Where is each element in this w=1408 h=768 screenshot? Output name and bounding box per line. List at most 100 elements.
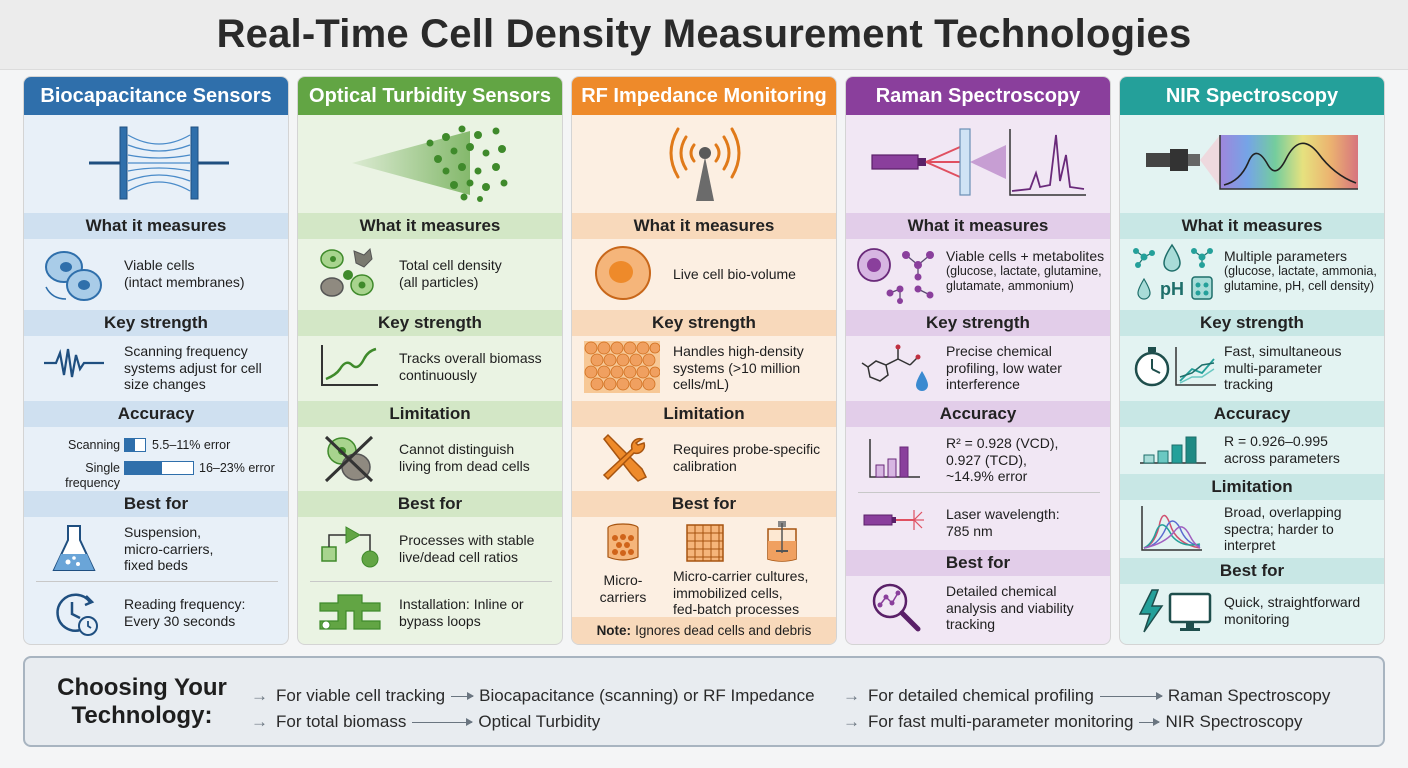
flask-icon xyxy=(52,525,96,571)
microcarrier-jar-icon xyxy=(607,523,639,561)
laser-pointer-icon xyxy=(863,510,924,530)
page-title: Real-Time Cell Density Measurement Techn… xyxy=(216,12,1192,56)
strength-text-line: interference xyxy=(946,376,1020,392)
long-arrow-icon xyxy=(451,691,475,700)
long-arrow-icon xyxy=(412,717,474,726)
section-what-it-measures: What it measures xyxy=(846,213,1110,239)
scanning-error-bar xyxy=(124,438,146,452)
best-text-line: live/dead cell ratios xyxy=(399,548,519,565)
light-beam-particles-icon xyxy=(352,125,508,202)
accuracy-text-line: 0.927 (TCD), xyxy=(946,451,1027,468)
title-bar: Real-Time Cell Density Measurement Techn… xyxy=(0,0,1408,70)
strength-text-line: Scanning frequency xyxy=(124,343,248,359)
stopwatch-chart-icon xyxy=(1134,347,1216,387)
choice-need: For detailed chemical profiling xyxy=(868,686,1094,705)
section-accuracy: Accuracy xyxy=(846,401,1110,427)
section-key-strength: Key strength xyxy=(846,310,1110,336)
strength-text-line: continuously xyxy=(399,366,477,383)
section-what-it-measures: What it measures xyxy=(24,213,288,239)
best-text-line: Processes with stable xyxy=(399,532,535,548)
scanning-label: Scanning xyxy=(68,438,121,452)
column-header: Raman Spectroscopy xyxy=(846,77,1110,115)
strength-text-line: systems adjust for cell xyxy=(124,359,262,376)
reading-text-line: Reading frequency: xyxy=(124,596,246,612)
what-text-line: Total cell density xyxy=(399,257,502,273)
install-text-line: bypass loops xyxy=(399,612,481,629)
column-rf-impedance: RF Impedance Monitoring What it measures… xyxy=(571,76,837,645)
bar-chart-icon xyxy=(869,439,920,478)
laser-text-line: Laser wavelength: xyxy=(946,506,1060,522)
section-accuracy: Accuracy xyxy=(24,401,288,427)
nir-spectrum-icon xyxy=(1146,135,1358,190)
tools-icon xyxy=(602,433,648,482)
best-text-line: micro-carriers, xyxy=(124,540,214,557)
strength-text-line: systems (>10 million xyxy=(673,359,801,376)
accuracy-text-line: across parameters xyxy=(1224,449,1340,466)
no-distinction-icon xyxy=(324,435,374,483)
arrow-icon: → xyxy=(251,712,268,731)
what-text-line: Multiple parameters xyxy=(1224,248,1347,264)
limitation-text-line: Broad, overlapping xyxy=(1224,504,1342,520)
single-frequency-label: Single frequency xyxy=(65,461,120,490)
what-text-line: glutamate, ammonium) xyxy=(946,279,1074,293)
choosing-panel: Choosing Your Technology: → For viable c… xyxy=(23,656,1385,747)
growth-chart-icon xyxy=(321,345,378,386)
limitation-text-line: calibration xyxy=(673,457,737,474)
section-key-strength: Key strength xyxy=(1120,310,1384,336)
single-frequency-value: 16–23% error xyxy=(199,461,275,475)
accuracy-text-line: ~14.9% error xyxy=(946,468,1028,484)
arrow-icon: → xyxy=(843,686,860,705)
strength-text-line: Tracks overall biomass xyxy=(399,350,542,366)
long-arrow-icon xyxy=(1139,717,1161,726)
what-text-line: (all particles) xyxy=(399,273,479,290)
accuracy-text-line: R = 0.926–0.995 xyxy=(1224,433,1328,449)
column-raman: Raman Spectroscopy What it measures Viab… xyxy=(845,76,1111,645)
column-header: Optical Turbidity Sensors xyxy=(298,77,562,115)
process-flow-icon xyxy=(321,526,379,568)
choice-tech: Optical Turbidity xyxy=(478,712,601,731)
what-text-line: Viable cells + metabolites xyxy=(946,248,1105,264)
section-best-for: Best for xyxy=(846,550,1110,576)
best-text-line: tracking xyxy=(946,616,996,632)
choice-need: For fast multi-parameter monitoring xyxy=(868,712,1134,731)
strength-text-line: cells/mL) xyxy=(673,376,730,392)
install-text-line: Installation: Inline or xyxy=(399,596,524,612)
radio-antenna-icon xyxy=(669,127,741,201)
best-left-line: Micro- xyxy=(603,572,643,588)
divider xyxy=(858,492,1100,493)
strength-text-line: Fast, simultaneous xyxy=(1224,343,1342,359)
long-arrow-icon xyxy=(1099,691,1163,700)
note-label: Note: xyxy=(596,623,632,638)
choice-tech: NIR Spectroscopy xyxy=(1165,712,1303,731)
choice-rule: → For viable cell tracking Biocapacitanc… xyxy=(251,686,815,706)
best-text-line: analysis and viability xyxy=(946,599,1074,616)
choice-tech: Raman Spectroscopy xyxy=(1167,686,1331,705)
divider xyxy=(310,581,552,582)
arrow-icon: → xyxy=(843,712,860,731)
immobilized-matrix-icon xyxy=(686,524,724,562)
lightning-monitor-icon xyxy=(1138,589,1212,633)
particles-cells-icon xyxy=(320,247,374,297)
section-best-for: Best for xyxy=(1120,558,1384,584)
section-limitation: Limitation xyxy=(572,401,836,427)
what-text-line: glutamine, pH, cell density) xyxy=(1224,279,1375,293)
strength-text-line: tracking xyxy=(1224,376,1274,392)
capacitor-field-icon xyxy=(89,126,229,200)
cell-volume-icon xyxy=(595,246,651,300)
choice-rule: → For detailed chemical profiling Raman … xyxy=(843,686,1330,706)
choice-rule: → For total biomass Optical Turbidity xyxy=(251,712,600,732)
laser-text-line: 785 nm xyxy=(946,522,993,539)
best-text-line: Detailed chemical xyxy=(946,583,1057,599)
section-key-strength: Key strength xyxy=(572,310,836,336)
parameters-icon xyxy=(1133,243,1213,300)
section-best-for: Best for xyxy=(572,491,836,517)
section-limitation: Limitation xyxy=(1120,474,1384,500)
limitation-text-line: spectra; harder to xyxy=(1224,520,1334,537)
what-text-line: Viable cells xyxy=(124,257,195,273)
best-text-line: Micro-carrier cultures, xyxy=(673,568,809,584)
choosing-heading: Choosing Your Technology: xyxy=(47,674,237,730)
what-text-line: (glucose, lactate, glutamine, xyxy=(946,264,1102,278)
best-text-line: fixed beds xyxy=(124,557,188,573)
laser-spectrum-icon xyxy=(871,128,1086,196)
section-what-it-measures: What it measures xyxy=(1120,213,1384,239)
